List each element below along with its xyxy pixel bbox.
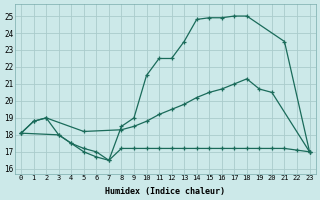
X-axis label: Humidex (Indice chaleur): Humidex (Indice chaleur): [105, 187, 225, 196]
